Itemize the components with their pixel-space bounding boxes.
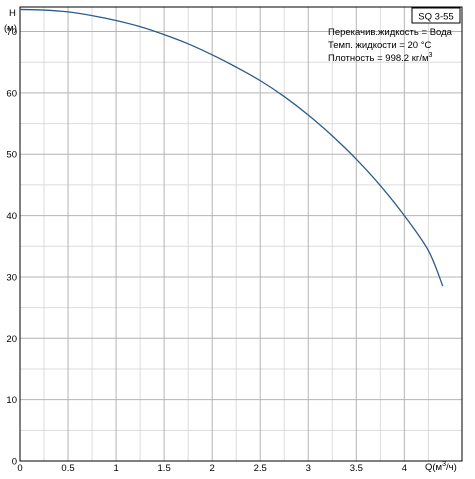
info-line-temperature: Темп. жидкости = 20 °C	[328, 40, 431, 51]
title-box: SQ 3-55	[411, 7, 461, 24]
plot-frame	[19, 6, 463, 462]
info-line-density: Плотность = 998.2 кг/м3	[328, 52, 433, 64]
x-axis-label-sup: 3	[442, 461, 446, 468]
x-axis-label: Q(м3/ч)	[425, 461, 457, 473]
y-tick-label: 70	[6, 27, 17, 38]
info-density-text: Плотность = 998.2 кг/м	[328, 53, 429, 64]
y-tick-label: 50	[6, 150, 17, 161]
x-tick-label: 2.5	[254, 463, 267, 474]
x-tick-label: 3.5	[350, 463, 363, 474]
grid	[20, 7, 462, 461]
y-tick-label: 20	[6, 334, 17, 345]
y-tick-label: 10	[6, 395, 17, 406]
x-tick-label: 0	[17, 463, 22, 474]
series	[19, 8, 444, 287]
x-tick-label: 1.5	[158, 463, 171, 474]
chart-title: SQ 3-55	[418, 12, 453, 23]
title-box-frame	[411, 7, 461, 24]
x-tick-label: 2	[210, 463, 215, 474]
pump-curve-line	[19, 8, 444, 287]
info-density-sup: 3	[429, 52, 433, 59]
x-tick-label: 1	[113, 463, 118, 474]
y-axis-symbol: H	[9, 8, 16, 19]
x-axis-label-prefix: Q(м	[425, 462, 442, 473]
info-box: Перекачив.жидкость = Вода Темп. жидкости…	[328, 27, 453, 64]
y-tick-label: 30	[6, 272, 17, 283]
info-line-liquid: Перекачив.жидкость = Вода	[328, 27, 453, 38]
y-tick-label: 60	[6, 88, 17, 99]
x-tick-label: 3	[306, 463, 311, 474]
y-axis-unit: (м)	[4, 23, 17, 34]
x-tick-label: 4	[402, 463, 407, 474]
x-axis-label-text: Q(м3/ч)	[425, 461, 457, 473]
y-axis-label: H (м)	[4, 8, 17, 34]
x-tick-label: 0.5	[61, 463, 74, 474]
y-tick-label: 0	[12, 457, 17, 468]
x-axis-label-suffix: /ч)	[446, 462, 457, 473]
y-tick-label: 40	[6, 211, 17, 222]
